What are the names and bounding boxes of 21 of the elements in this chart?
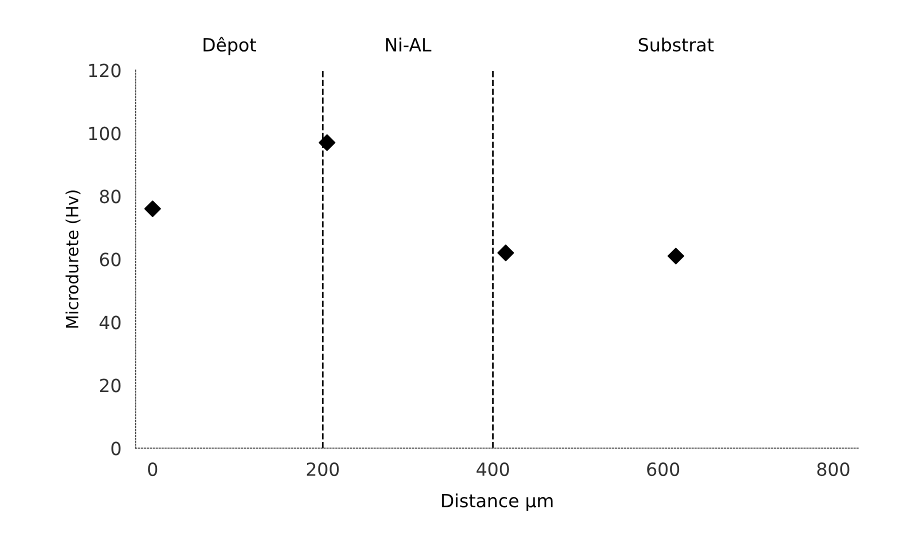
point [318,134,336,151]
y-tick-label: 0 [111,442,121,456]
point [144,200,161,218]
y-tick-label: 120 [89,64,121,78]
x-tick-label: 200 [306,462,339,476]
y-tick-label: 20 [100,378,121,392]
text: Dêpot [204,36,256,56]
y-tick-label: 60 [100,252,121,266]
y-tick-label: 40 [100,316,121,330]
x-axis-title: Distance µm [442,493,553,511]
point [668,248,684,264]
y-tick-label: 100 [89,126,121,140]
x-tick-label: 600 [647,462,680,476]
x-tick-label: 800 [817,462,850,476]
point [497,244,514,262]
y-axis-title: Microdurete (Hv) [66,190,80,328]
text: Substrat [638,38,714,52]
text: Ni-AL [386,38,432,52]
y-tick-label: 80 [100,190,121,204]
x-tick-label: 0 [148,462,158,476]
x-tick-label: 400 [476,462,509,476]
